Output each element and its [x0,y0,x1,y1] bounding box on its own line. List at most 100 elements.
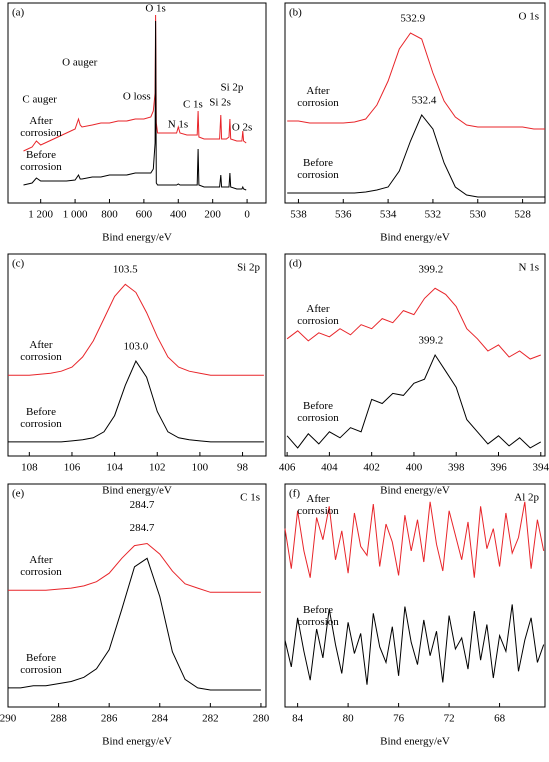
annotation: O loss [123,91,151,103]
annotation: 284.7 [130,522,155,534]
series-label: Before corrosion [297,399,339,424]
x-tick-label: 536 [335,209,352,221]
plot-frame [284,483,546,708]
spectrum-line [8,360,264,443]
annotation: O auger [62,57,97,69]
plot-frame [7,253,267,457]
x-tick-label: 402 [363,462,380,474]
x-tick-label: 530 [470,209,487,221]
x-tick-label: 84 [292,713,304,725]
spectrum-line [8,557,261,691]
legend-entry: After corrosion [20,554,62,579]
annotation: 399.2 [418,334,443,346]
x-tick-label: 404 [321,462,338,474]
panel-label: (c) [12,258,25,270]
x-axis-label: Bind energy/eV [102,736,172,748]
annotation: C 1s [183,99,203,111]
x-tick-label: 280 [253,713,270,725]
x-axis-label: Bind energy/eV [380,485,450,497]
panel-label: (e) [12,488,25,500]
legend-entry: After corrosion [20,339,62,363]
spectrum-line [287,32,545,130]
series-label: After corrosion [297,85,339,109]
legend-entry: Before corrosion [297,604,339,629]
legend-entry: After corrosion [297,492,339,517]
x-tick-label: 290 [0,713,17,725]
x-tick-label: 108 [21,462,38,474]
x-tick-label: 400 [406,462,423,474]
plot-frame [284,2,546,204]
panel-title: C 1s [240,492,260,504]
legend-entry: After corrosion [20,115,62,139]
x-axis-label: Bind energy/eV [380,736,450,748]
legend-entry: Before corrosion [297,157,339,181]
x-tick-label: 396 [490,462,507,474]
panel-title: N 1s [519,262,539,274]
panel-label: (b) [289,7,302,19]
legend-entry: After corrosion [297,85,339,109]
x-tick-label: 106 [64,462,81,474]
annotation: 103.0 [124,340,149,352]
legend-entry: Before corrosion [20,405,62,430]
panel-label: (d) [289,258,302,270]
panel-title: Al 2p [514,492,539,504]
plot-frame [7,2,267,204]
x-axis-label: Bind energy/eV [380,232,450,244]
panel-label: (f) [289,488,300,500]
panel-title: Si 2p [237,262,260,274]
series-label: Before corrosion [20,651,62,676]
annotation: N 1s [168,119,188,131]
x-tick-label: 72 [444,713,455,725]
x-tick-label: 102 [149,462,166,474]
x-tick-label: 100 [192,462,209,474]
annotation: Si 2s [209,97,231,109]
x-tick-label: 68 [494,713,506,725]
x-tick-label: 538 [290,209,307,221]
x-tick-label: 80 [343,713,355,725]
series-label: Before corrosion [20,149,62,173]
series-label: Before corrosion [297,604,339,629]
annotation: O 2s [232,122,252,134]
x-tick-label: 288 [50,713,67,725]
x-tick-label: 400 [170,209,187,221]
annotation: 399.2 [418,264,443,276]
spectrum-line [284,501,545,578]
annotation: 532.9 [400,13,425,25]
x-tick-label: 104 [106,462,123,474]
legend-entry: Before corrosion [20,149,62,173]
series-label: Before corrosion [20,405,62,430]
x-tick-label: 282 [202,713,219,725]
x-tick-label: 1 200 [28,209,53,221]
x-tick-label: 76 [393,713,405,725]
spectrum-line [8,542,261,593]
spectrum-line [287,114,545,198]
annotation: O 1s [145,3,165,15]
plot-frame [7,483,267,708]
spectrum-line [8,283,264,376]
spectrum-line [23,20,247,191]
series-label: After corrosion [20,554,62,579]
x-axis-label: Bind energy/eV [102,232,172,244]
x-tick-label: 394 [533,462,549,474]
x-tick-label: 0 [244,209,250,221]
spectrum-line [284,604,545,685]
annotation: C auger [22,94,57,106]
spectrum-line [23,14,247,152]
x-tick-label: 284 [152,713,169,725]
plot-frame [284,253,546,457]
series-label: After corrosion [297,492,339,517]
x-tick-label: 1 000 [63,209,88,221]
x-tick-label: 800 [101,209,118,221]
series-label: After corrosion [297,302,339,327]
x-tick-label: 528 [514,209,531,221]
x-tick-label: 532 [425,209,442,221]
annotation: 103.5 [113,264,138,276]
legend-entry: Before corrosion [297,399,339,424]
legend-entry: Before corrosion [20,651,62,676]
x-axis-label: Bind energy/eV [102,485,172,497]
spectrum-line [286,353,542,449]
x-tick-label: 286 [101,713,118,725]
x-tick-label: 406 [279,462,296,474]
